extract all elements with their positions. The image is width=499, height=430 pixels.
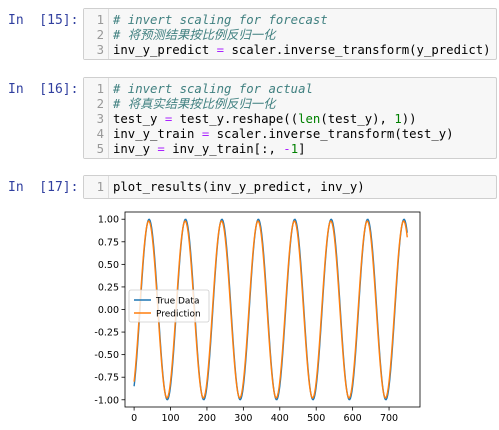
line-number: 1 <box>96 180 104 194</box>
code-line[interactable]: 5 inv_y = inv_y_train[:, -1] <box>84 142 496 157</box>
x-tick-label: 100 <box>161 413 179 424</box>
code-token: test_y.reshape(( <box>172 112 299 126</box>
x-tick-label: 500 <box>307 413 325 424</box>
code-line[interactable]: 1 plot_results(inv_y_predict, inv_y) <box>84 180 496 195</box>
code-line[interactable]: 1 # invert scaling for forecast <box>84 13 496 28</box>
code-text: plot_results(inv_y_predict, inv_y) <box>113 180 365 195</box>
code-token: = <box>157 142 165 156</box>
code-comment: # 将预测结果按比例反归一化 <box>113 28 276 42</box>
code-text: inv_y_predict = scaler.inverse_transform… <box>113 43 491 58</box>
code-token: plot_results(inv_y_predict, inv_y) <box>113 180 365 194</box>
y-tick-label: -0.50 <box>94 350 119 361</box>
x-tick-label: 200 <box>198 413 216 424</box>
y-tick-label: 0.75 <box>98 237 119 248</box>
code-token: 1 <box>394 112 402 126</box>
x-tick-label: 600 <box>344 413 362 424</box>
line-number: 2 <box>96 28 104 42</box>
code-token: len <box>298 112 321 126</box>
line-number-gutter <box>84 9 109 59</box>
code-editor[interactable]: 1 # invert scaling for forecast 2 # 将预测结果按比… <box>83 8 497 60</box>
code-comment: # 将真实结果按比例反归一化 <box>113 97 276 111</box>
code-line[interactable]: 3 test_y = test_y.reshape((len(test_y), 1… <box>84 112 496 127</box>
code-comment: # invert scaling for forecast <box>113 13 328 27</box>
code-line[interactable]: 4 inv_y_train = scaler.inverse_transform(… <box>84 127 496 142</box>
x-tick-label: 700 <box>380 413 398 424</box>
code-text: # 将预测结果按比例反归一化 <box>113 28 275 43</box>
y-tick-label: 1.00 <box>98 215 119 226</box>
x-tick-label: 300 <box>234 413 252 424</box>
code-line[interactable]: 2 # 将预测结果按比例反归一化 <box>84 28 496 43</box>
output-plot: 1.00 0.75 0.50 0.25 0.00 -0.25 -0.50 -0.75 -1.00… <box>83 204 423 430</box>
code-token: - <box>283 142 291 156</box>
legend-label: True Data <box>155 296 199 306</box>
code-token: )) <box>401 112 417 126</box>
code-text: # 将真实结果按比例反归一化 <box>113 97 275 112</box>
code-token: (test_y), <box>320 112 395 126</box>
y-tick-label: 0.25 <box>98 282 119 293</box>
y-tick-label: -1.00 <box>94 395 119 406</box>
code-token: inv_y <box>113 142 158 156</box>
y-tick-label: 0.00 <box>98 305 119 316</box>
line-number: 1 <box>96 82 104 96</box>
legend-box <box>128 289 210 323</box>
line-number: 5 <box>96 142 104 156</box>
code-line[interactable]: 1 # invert scaling for actual <box>84 82 496 97</box>
line-number: 1 <box>96 13 104 27</box>
line-number: 3 <box>96 112 104 126</box>
code-token: scaler.inverse_transform(y_predict) <box>224 43 491 57</box>
code-token: = <box>201 127 210 141</box>
cell-prompt: In [16]: <box>8 82 79 97</box>
code-text: # invert scaling for forecast <box>113 13 328 28</box>
x-tick-label: 400 <box>271 413 289 424</box>
line-number: 2 <box>96 97 104 111</box>
code-comment: # invert scaling for actual <box>113 82 313 96</box>
y-tick-label: -0.75 <box>94 373 119 384</box>
legend-label: Prediction <box>156 309 201 319</box>
code-token: test_y <box>113 112 165 126</box>
code-token: inv_y_train <box>113 127 202 141</box>
cell-prompt: In [17]: <box>8 180 79 195</box>
code-token: scaler.inverse_transform(test_y) <box>209 127 454 141</box>
cell-prompt: In [15]: <box>8 13 79 28</box>
code-editor[interactable]: 1 # invert scaling for actual 2 # 将真实结果按比例反… <box>83 77 497 159</box>
code-line[interactable]: 3 inv_y_predict = scaler.inverse_transfor… <box>84 43 496 58</box>
code-text: test_y = test_y.reshape((len(test_y), 1)… <box>113 112 417 127</box>
code-text: # invert scaling for actual <box>113 82 313 97</box>
code-text: inv_y_train = scaler.inverse_transform(t… <box>113 127 454 142</box>
code-token: inv_y_predict <box>113 43 217 57</box>
series-line-prediction <box>133 220 408 399</box>
x-tick-label: 0 <box>131 413 137 424</box>
code-line[interactable]: 2 # 将真实结果按比例反归一化 <box>84 97 496 112</box>
code-token: = <box>164 112 173 126</box>
line-chart: 1.00 0.75 0.50 0.25 0.00 -0.25 -0.50 -0.75 -1.00… <box>94 211 421 424</box>
line-number: 4 <box>96 127 104 141</box>
code-token: inv_y_train[:, <box>164 142 284 156</box>
line-number-gutter <box>84 78 109 158</box>
line-number: 3 <box>96 43 104 57</box>
y-tick-label: 0.50 <box>98 260 119 271</box>
code-text: inv_y = inv_y_train[:, -1] <box>113 142 306 157</box>
line-number-gutter <box>84 176 109 198</box>
code-token: 1 <box>290 142 299 156</box>
code-token: ] <box>298 142 306 156</box>
code-token: = <box>216 43 225 57</box>
y-tick-label: -0.25 <box>94 328 119 339</box>
code-editor[interactable]: 1 plot_results(inv_y_predict, inv_y) <box>83 175 497 199</box>
